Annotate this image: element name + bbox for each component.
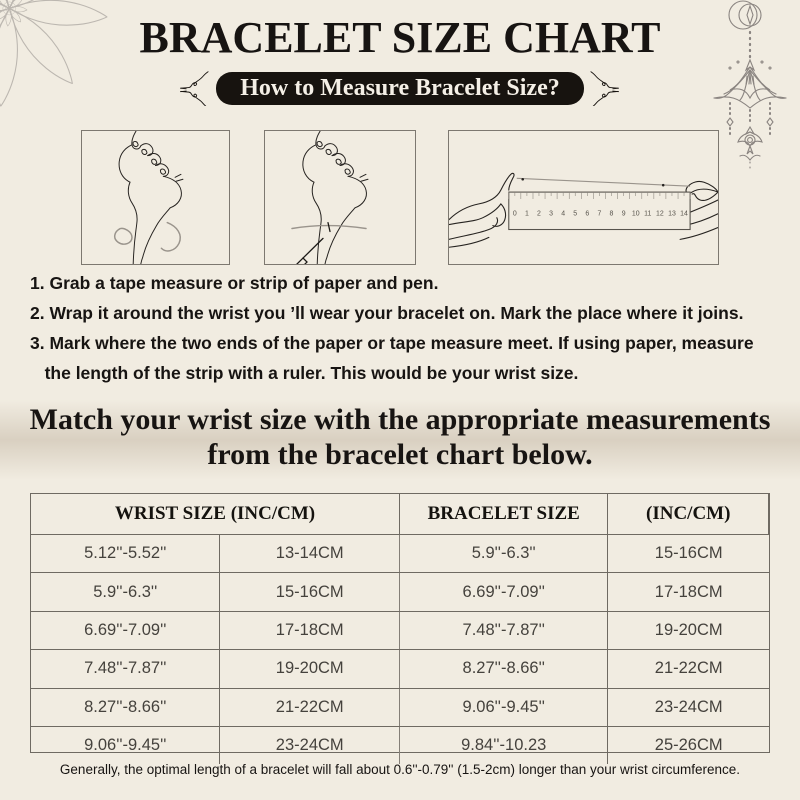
svg-text:0: 0 [513, 211, 517, 218]
svg-text:13: 13 [668, 211, 676, 218]
svg-text:11: 11 [644, 211, 651, 218]
svg-text:10: 10 [632, 211, 640, 218]
svg-text:12: 12 [656, 211, 664, 218]
svg-text:7: 7 [598, 211, 602, 218]
svg-text:1: 1 [525, 211, 529, 218]
svg-text:5: 5 [573, 211, 577, 218]
svg-text:9: 9 [622, 211, 626, 218]
svg-text:8: 8 [610, 211, 614, 218]
svg-text:2: 2 [537, 211, 541, 218]
svg-text:4: 4 [561, 211, 565, 218]
svg-text:6: 6 [585, 211, 589, 218]
svg-text:14: 14 [680, 211, 688, 218]
svg-text:3: 3 [549, 211, 553, 218]
